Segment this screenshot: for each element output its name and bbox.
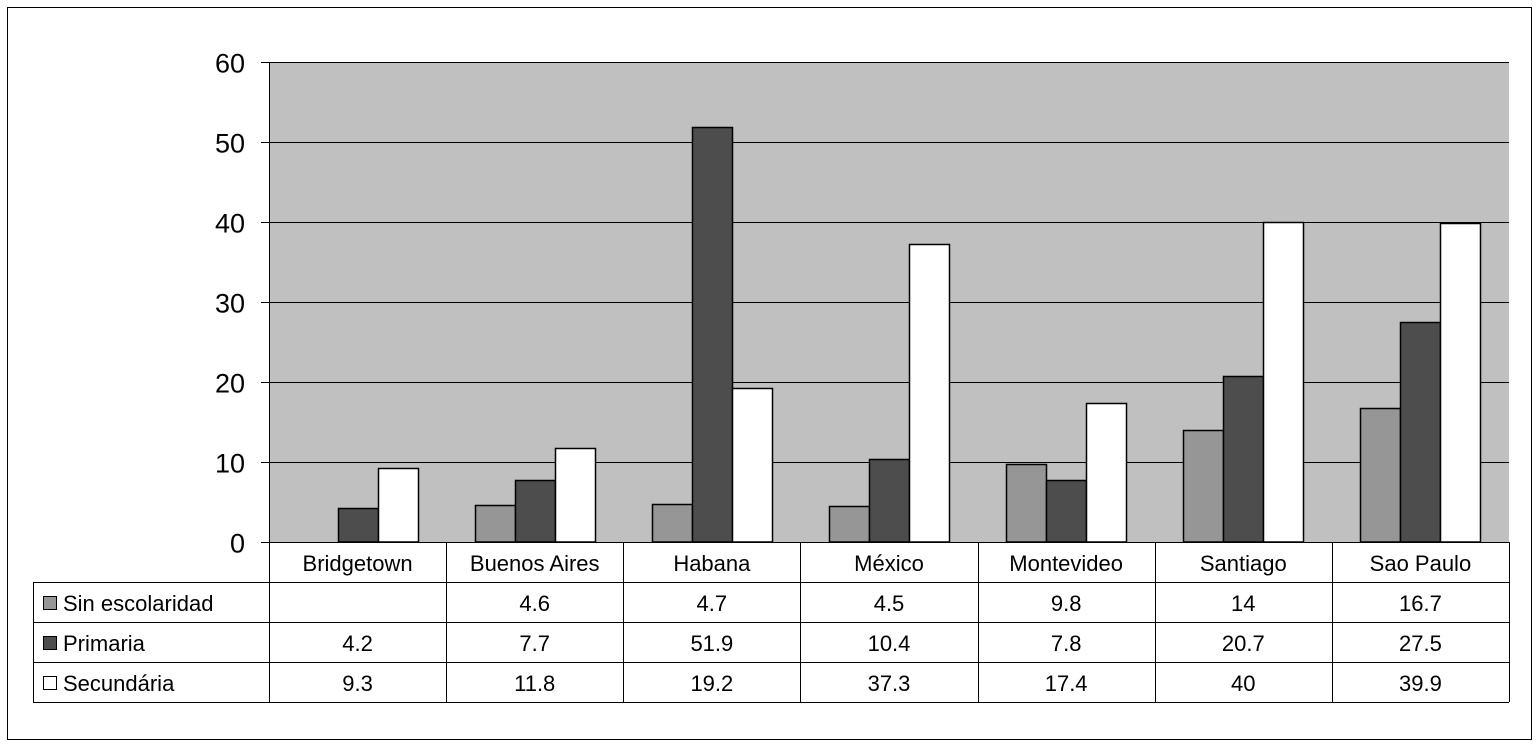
data-value-label: 4.2 [342,631,373,656]
bar [731,387,774,543]
y-tick-label: 50 [215,129,245,159]
bar [1222,375,1265,543]
y-tick-label: 0 [230,529,245,559]
bar [1359,407,1402,543]
bar [337,507,380,543]
data-value-label: 11.8 [514,671,555,696]
category-label: Bridgetown [303,551,413,576]
data-value-label: 17.4 [1045,671,1088,696]
bar [1182,429,1225,543]
bar [1045,479,1088,543]
bar [828,505,871,543]
data-table: Bridgetown Buenos Aires Habana México Montev… [33,542,1510,703]
data-value-label: 4.5 [874,591,905,616]
bar [868,458,911,543]
data-value-label: 7.8 [1051,631,1082,656]
category-label: Habana [673,551,751,576]
data-value-label: 9.3 [342,671,373,696]
y-tick-label: 20 [215,369,245,399]
legend-swatch [43,676,57,690]
data-value-label: 37.3 [868,671,911,696]
legend-swatch [43,596,57,610]
data-value-label: 51.9 [690,631,733,656]
data-value-label: 4.6 [519,591,550,616]
bars [337,126,1482,543]
bar [1262,221,1305,543]
bar [1005,463,1048,543]
y-tick-label: 30 [215,289,245,319]
category-label: México [854,551,924,576]
y-tick-label: 10 [215,449,245,479]
bar [377,467,420,543]
bar [1085,402,1128,543]
category-label: Buenos Aires [470,551,600,576]
data-value-label: 14 [1231,591,1255,616]
bar [474,504,517,543]
bar [514,479,557,543]
series-label: Sin escolaridad [63,591,213,616]
bar [554,447,597,543]
category-label: Montevideo [1009,551,1123,576]
data-value-label: 19.2 [690,671,733,696]
data-value-label: 27.5 [1399,631,1442,656]
data-value-label: 9.8 [1051,591,1082,616]
series-label: Primaria [63,631,146,656]
bar [1399,321,1442,543]
legend-swatch [43,636,57,650]
bar [908,243,951,543]
data-value-label: 10.4 [868,631,911,656]
series-label: Secundária [63,671,175,696]
data-value-label: 7.7 [519,631,550,656]
data-value-label: 4.7 [697,591,728,616]
y-tick-label: 60 [215,49,245,79]
data-value-label: 40 [1231,671,1255,696]
bar [651,503,694,543]
y-tick-label: 40 [215,209,245,239]
category-label: Sao Paulo [1370,551,1472,576]
data-value-label: 20.7 [1222,631,1265,656]
bar [691,126,734,543]
data-value-label: 16.7 [1399,591,1442,616]
category-label: Santiago [1200,551,1287,576]
y-axis: 0 10 20 30 40 50 60 [215,49,270,559]
data-value-label: 39.9 [1399,671,1442,696]
bar [1439,222,1482,543]
